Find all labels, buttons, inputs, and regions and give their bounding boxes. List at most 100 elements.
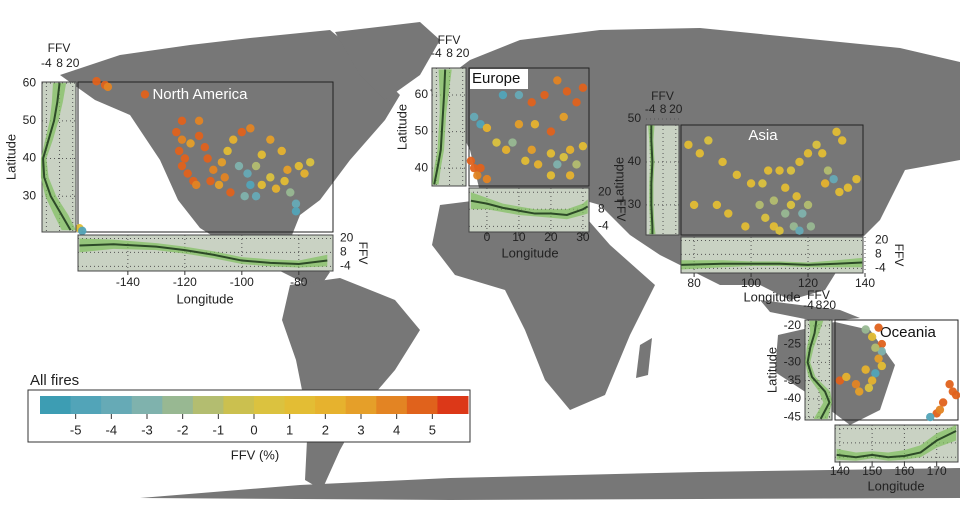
fire-point [935, 405, 945, 414]
colorbar-tick-label: 3 [357, 422, 364, 437]
y-tick-label: -35 [784, 373, 802, 387]
fire-point [501, 145, 511, 155]
fire-point [820, 179, 830, 188]
x-tick-label: 120 [798, 276, 818, 290]
fire-point [533, 160, 543, 169]
fire-point [234, 161, 244, 171]
fire-point [874, 354, 883, 363]
fire-point [103, 82, 113, 92]
ffv-tick-label: 20 [823, 298, 837, 312]
fire-point [140, 90, 150, 99]
ffv-tick-label: 8 [598, 201, 605, 215]
x-tick-label: -80 [290, 275, 308, 289]
south-america-land [282, 278, 420, 490]
fire-point [806, 222, 816, 231]
fire-point [798, 209, 807, 218]
indonesia [760, 300, 860, 322]
fire-point [466, 156, 476, 165]
x-tick-label: -100 [230, 275, 254, 289]
fire-point [174, 146, 184, 156]
fire-point [578, 141, 588, 151]
fire-point [945, 380, 954, 389]
fire-point [217, 158, 227, 167]
fire-point [180, 154, 190, 163]
ffv-tick-label: 8 [56, 56, 63, 70]
ffv-curve [470, 199, 589, 216]
fire-point [220, 173, 229, 182]
ffv-tick-label: -4 [645, 102, 656, 116]
fire-point [473, 171, 482, 180]
fire-point [781, 209, 790, 218]
fire-point [78, 226, 87, 236]
fire-point [758, 179, 767, 188]
fire-point [769, 222, 779, 231]
y-tick-label: 40 [415, 160, 429, 174]
fire-point [243, 169, 252, 178]
fire-point [795, 157, 804, 167]
fire-point [704, 136, 713, 145]
fire-point [226, 188, 235, 197]
fire-point [803, 200, 813, 210]
fire-point [829, 174, 838, 184]
fire-point [695, 149, 704, 158]
fire-point [476, 163, 485, 173]
ffv-axis-label: FFV [438, 33, 461, 47]
fire-point [229, 135, 238, 144]
ffv-tick-label: 20 [66, 56, 80, 70]
fire-point [951, 390, 960, 400]
fire-point [206, 176, 215, 186]
fire-point [877, 361, 887, 371]
fire-point [266, 173, 275, 182]
fire-point [572, 160, 581, 169]
y-tick-label: -40 [784, 391, 802, 405]
colorbar-swatch [223, 396, 255, 414]
ffv-tick-label: -4 [41, 56, 52, 70]
fire-point [775, 226, 784, 235]
fire-point [755, 200, 764, 210]
ffv-tick-label: -4 [340, 259, 351, 273]
fire-point [562, 87, 572, 96]
region-frame [77, 81, 334, 233]
ffv-tick-label: -4 [875, 261, 886, 275]
fire-point [277, 146, 286, 156]
region-title: North America [152, 86, 248, 103]
colorbar-tick-label: 2 [322, 422, 329, 437]
y-axis-label: Latitude [764, 347, 779, 393]
y-tick-label: 50 [415, 124, 429, 138]
fire-point [565, 171, 575, 180]
eurasia-land [430, 28, 960, 300]
fire-point [795, 226, 804, 235]
fire-point [527, 145, 536, 155]
ffv-tick-label: -4 [803, 298, 814, 312]
y-axis-label: Latitude [394, 104, 409, 150]
fire-point [818, 149, 827, 158]
region-title: Asia [748, 127, 778, 144]
fire-point [508, 138, 517, 147]
y-tick-label: -20 [784, 318, 802, 332]
fire-point [492, 138, 501, 147]
y-tick-label: -45 [784, 409, 802, 423]
fire-point [194, 116, 204, 126]
fire-point [843, 183, 853, 192]
fire-point [280, 176, 289, 186]
fire-point [746, 179, 756, 188]
ffv-tick-label: 8 [660, 102, 667, 116]
fire-point [851, 380, 861, 389]
antarctica-land [140, 468, 960, 500]
fire-point [867, 332, 877, 341]
fire-point [214, 180, 224, 190]
colorbar-tick-label: 5 [429, 422, 436, 437]
fire-point [194, 131, 204, 141]
ffv-tick-label: 20 [598, 184, 612, 198]
fire-point [553, 76, 562, 85]
region-frame [468, 67, 590, 187]
y-tick-label: 40 [628, 154, 642, 168]
fire-point [842, 372, 851, 382]
x-tick-label: 140 [855, 276, 875, 290]
fire-point [246, 124, 255, 133]
fire-point [823, 166, 833, 175]
fire-point [761, 213, 770, 223]
fire-point [877, 347, 887, 356]
colorbar-swatch [101, 396, 133, 414]
